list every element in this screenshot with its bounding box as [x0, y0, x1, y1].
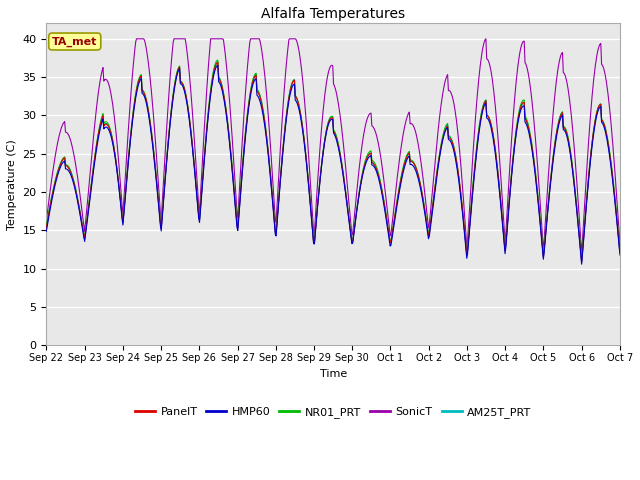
Y-axis label: Temperature (C): Temperature (C)	[7, 139, 17, 230]
Text: TA_met: TA_met	[52, 36, 97, 47]
Legend: PanelT, HMP60, NR01_PRT, SonicT, AM25T_PRT: PanelT, HMP60, NR01_PRT, SonicT, AM25T_P…	[131, 402, 536, 422]
Title: Alfalfa Temperatures: Alfalfa Temperatures	[261, 7, 405, 21]
X-axis label: Time: Time	[319, 369, 347, 379]
